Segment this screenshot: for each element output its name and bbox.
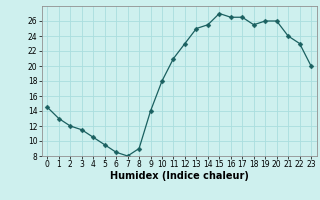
X-axis label: Humidex (Indice chaleur): Humidex (Indice chaleur)	[110, 171, 249, 181]
